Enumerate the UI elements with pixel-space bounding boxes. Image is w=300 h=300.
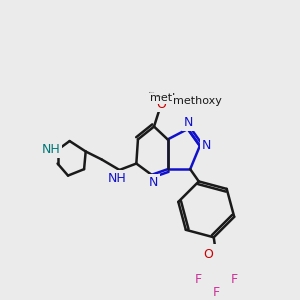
Text: methoxy: methoxy: [148, 92, 154, 93]
Text: NH: NH: [108, 172, 126, 184]
Text: F: F: [230, 273, 237, 286]
Text: F: F: [213, 286, 220, 299]
Text: methoxy: methoxy: [150, 93, 199, 103]
Text: N: N: [148, 176, 158, 188]
Text: methoxy: methoxy: [157, 96, 164, 97]
Text: N: N: [184, 116, 193, 129]
Text: O: O: [156, 98, 166, 111]
Text: N: N: [202, 140, 211, 152]
Text: O: O: [203, 248, 213, 262]
Text: NH: NH: [42, 143, 61, 156]
Text: methoxy: methoxy: [172, 96, 221, 106]
Text: F: F: [195, 273, 202, 286]
